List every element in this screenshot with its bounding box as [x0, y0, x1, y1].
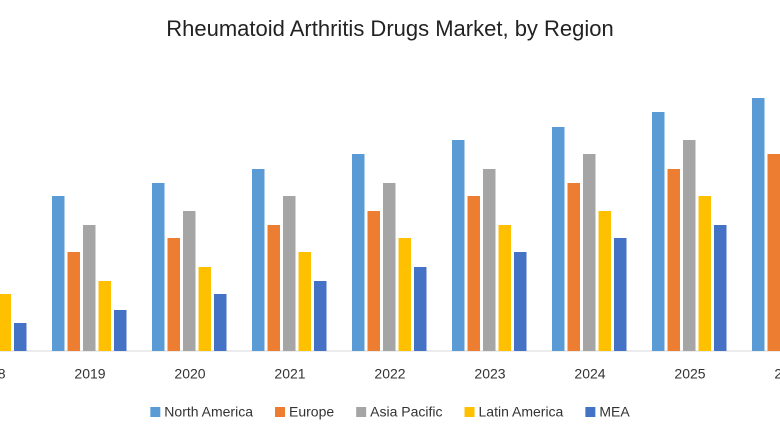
bar — [14, 323, 27, 351]
bar — [298, 252, 311, 351]
bar — [52, 196, 65, 351]
legend-label: Asia Pacific — [370, 404, 442, 420]
legend-label: North America — [164, 404, 253, 420]
bar — [752, 98, 765, 351]
bar — [583, 154, 596, 351]
bar — [167, 238, 180, 351]
bar — [83, 225, 96, 351]
bar — [183, 211, 196, 351]
bar — [283, 196, 296, 351]
legend-label: MEA — [599, 404, 630, 420]
chart-title: Rheumatoid Arthritis Drugs Market, by Re… — [166, 16, 614, 41]
bar — [398, 238, 411, 351]
x-tick-label: 2021 — [274, 366, 305, 382]
bar — [498, 225, 511, 351]
x-tick-label: 2022 — [374, 366, 405, 382]
bar — [598, 211, 611, 351]
legend-swatch — [150, 407, 161, 417]
bar — [452, 140, 465, 351]
bar — [114, 310, 127, 351]
bar — [467, 196, 480, 351]
bar — [214, 294, 227, 351]
legend-label: Europe — [289, 404, 334, 420]
bar — [767, 154, 780, 351]
bar — [667, 169, 680, 351]
bar — [552, 127, 565, 351]
bar — [652, 112, 665, 351]
x-tick-label: 2024 — [574, 366, 605, 382]
bar — [483, 169, 496, 351]
bar — [314, 281, 327, 351]
bar — [152, 183, 165, 351]
bar — [198, 267, 211, 351]
bar — [267, 225, 280, 351]
legend-swatch — [464, 407, 475, 417]
x-tick-label: 2019 — [74, 366, 105, 382]
x-tick-label: 2025 — [674, 366, 705, 382]
bar — [714, 225, 727, 351]
bar — [683, 140, 696, 351]
bar — [67, 252, 80, 351]
bar — [414, 267, 427, 351]
bar — [252, 169, 265, 351]
bar — [98, 281, 111, 351]
bar — [383, 183, 396, 351]
bar — [367, 211, 380, 351]
x-tick-label: 2018 — [0, 366, 6, 382]
legend-swatch — [356, 407, 367, 417]
legend-swatch — [585, 407, 596, 417]
bar — [0, 294, 11, 351]
legend-label: Latin America — [479, 404, 564, 420]
x-tick-label: 2026 — [774, 366, 780, 382]
x-tick-label: 2023 — [474, 366, 505, 382]
bar — [698, 196, 711, 351]
bar — [567, 183, 580, 351]
legend-swatch — [275, 407, 286, 417]
bar — [352, 154, 365, 351]
bar — [514, 252, 527, 351]
bar — [614, 238, 627, 351]
x-tick-label: 2020 — [174, 366, 205, 382]
